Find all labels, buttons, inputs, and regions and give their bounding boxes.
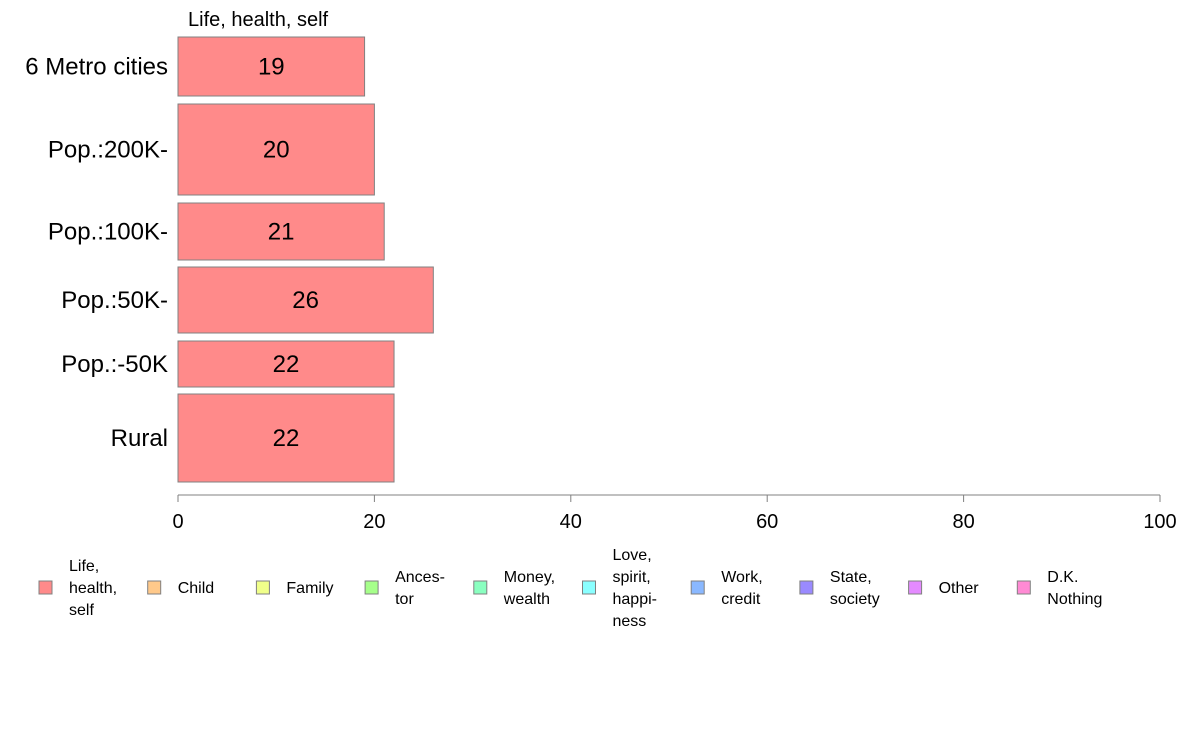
legend-label-10: D.K. Nothing: [1047, 569, 1102, 608]
legend-label-9: Other: [939, 580, 980, 597]
value-label-6: 22: [273, 425, 300, 452]
legend-swatch-6: [582, 580, 596, 595]
legend-label-4: Ances-tor: [395, 569, 445, 608]
series-title: Life, health, self: [188, 9, 329, 31]
x-tick-label-60: 60: [756, 511, 778, 533]
value-label-4: 26: [292, 287, 319, 314]
x-tick-label-0: 0: [172, 511, 183, 533]
bar-1: [177, 36, 366, 97]
legend-swatch-7: [690, 580, 705, 595]
legend-label-6: Love, spirit, happi-ness: [613, 547, 657, 630]
value-label-2: 20: [263, 137, 290, 164]
x-tick-label-100: 100: [1143, 511, 1176, 533]
legend-swatch-4: [364, 580, 379, 595]
x-tick-label-20: 20: [363, 511, 385, 533]
value-label-3: 21: [268, 219, 295, 246]
category-label-3: Pop.:100K-: [48, 219, 168, 246]
legend-swatch-9: [908, 580, 923, 595]
legend-label-7: Work, credit: [721, 569, 762, 608]
legend-label-3: Family: [286, 580, 333, 597]
legend-swatch-3: [255, 580, 270, 595]
legend-label-1: Life, health, self: [69, 558, 117, 619]
x-tick-label-40: 40: [560, 511, 582, 533]
bars-group: 19 6 Metro cities 20 Pop.:200K- 21 Pop.:100K-…: [25, 36, 434, 483]
legend-swatch-5: [473, 580, 488, 595]
category-label-1: 6 Metro cities: [25, 54, 168, 81]
x-tick-label-80: 80: [952, 511, 974, 533]
x-axis: 0 20 40 60 80 100: [172, 494, 1177, 533]
legend-swatch-10: [1016, 580, 1031, 595]
legend-label-5: Money, wealth: [503, 569, 555, 608]
category-label-5: Pop.:-50K: [61, 351, 168, 378]
bar-3: [177, 202, 385, 261]
bar-4: [177, 266, 434, 334]
value-label-5: 22: [273, 351, 300, 378]
bar-6: [177, 393, 395, 483]
bar-2: [177, 103, 375, 196]
category-label-2: Pop.:200K-: [48, 137, 168, 164]
legend-label-2: Child: [178, 580, 214, 597]
bar-5: [177, 340, 395, 388]
category-label-4: Pop.:50K-: [61, 287, 168, 314]
legend-label-8: State, society: [830, 569, 880, 608]
legend-swatch-8: [799, 580, 814, 595]
legend: Life, health, self Child Family Ances-tor Mone…: [38, 547, 1102, 630]
legend-swatch-2: [147, 580, 162, 595]
value-label-1: 19: [258, 54, 285, 81]
legend-swatch-1: [38, 580, 53, 595]
category-label-6: Rural: [111, 425, 168, 452]
